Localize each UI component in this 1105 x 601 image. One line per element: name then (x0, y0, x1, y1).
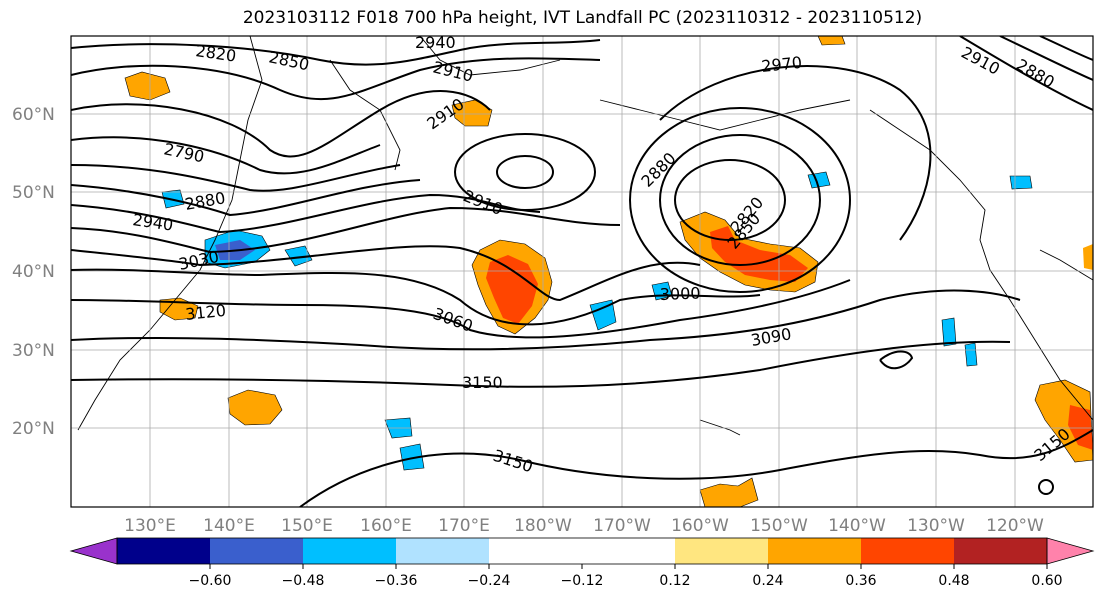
colorbar-cell (210, 538, 304, 564)
colorbar-cell (117, 538, 211, 564)
colorbar-tick-label: −0.60 (189, 573, 232, 589)
lon-label: 130°E (124, 516, 176, 536)
longitude-labels: 130°E 140°E 150°E 160°E 170°E 180°W 170°… (124, 516, 1044, 536)
colorbar-right-extension (1046, 537, 1095, 565)
colorbar-tick-label: −0.24 (468, 573, 511, 589)
colorbar-cell (954, 538, 1048, 564)
colorbar-cell (861, 538, 955, 564)
colorbar-tick-label: 0.60 (1031, 573, 1062, 589)
contour-label: 3150 (462, 373, 503, 392)
colorbar-tick-label: 0.48 (938, 573, 969, 589)
contour-label: 3000 (659, 284, 700, 304)
height-contours (71, 36, 1093, 507)
latitude-labels: 60°N 50°N 40°N 30°N 20°N (12, 105, 55, 439)
lon-label: 130°W (907, 516, 965, 536)
lat-label: 30°N (12, 341, 55, 361)
lon-label: 170°E (438, 516, 490, 536)
colorbar-left-extension (69, 537, 118, 565)
colorbar-tick-label: −0.12 (561, 573, 604, 589)
lon-label: 170°W (593, 516, 651, 536)
lon-label: 160°E (360, 516, 412, 536)
colorbar: −0.60 −0.48 −0.36 −0.24 −0.12 0.12 0.24 0.36 0.4… (69, 537, 1095, 589)
map-title: 2023103112 F018 700 hPa height, IVT Land… (242, 8, 923, 28)
lon-label: 180°W (514, 516, 572, 536)
colorbar-tick-label: −0.48 (282, 573, 325, 589)
colorbar-cell (396, 538, 490, 564)
lon-label: 160°W (671, 516, 729, 536)
colorbar-cell (768, 538, 862, 564)
colorbar-cell (582, 538, 676, 564)
ivt-shading (124, 36, 1093, 507)
colorbar-tick-label: −0.36 (375, 573, 418, 589)
contour-label: 3120 (184, 301, 226, 324)
lon-label: 140°W (828, 516, 886, 536)
lat-label: 40°N (12, 262, 55, 282)
colorbar-cell (675, 538, 769, 564)
colorbar-tick-label: 0.24 (752, 573, 783, 589)
lon-label: 140°E (203, 516, 255, 536)
lat-label: 50°N (12, 183, 55, 203)
contour-label: 2970 (760, 53, 802, 76)
map-frame (71, 36, 1093, 507)
lat-label: 60°N (12, 105, 55, 125)
colorbar-cell (303, 538, 397, 564)
colorbar-tick-label: 0.36 (845, 573, 876, 589)
colorbar-cell (489, 538, 583, 564)
lon-label: 150°W (750, 516, 808, 536)
coastlines (77, 36, 1093, 436)
lon-label: 120°W (986, 516, 1044, 536)
lon-label: 150°E (281, 516, 333, 536)
graticule (71, 36, 1093, 507)
lat-label: 20°N (12, 419, 55, 439)
contour-label: 2940 (415, 33, 456, 52)
colorbar-tick-label: 0.12 (659, 573, 690, 589)
map-border (70, 35, 1094, 508)
